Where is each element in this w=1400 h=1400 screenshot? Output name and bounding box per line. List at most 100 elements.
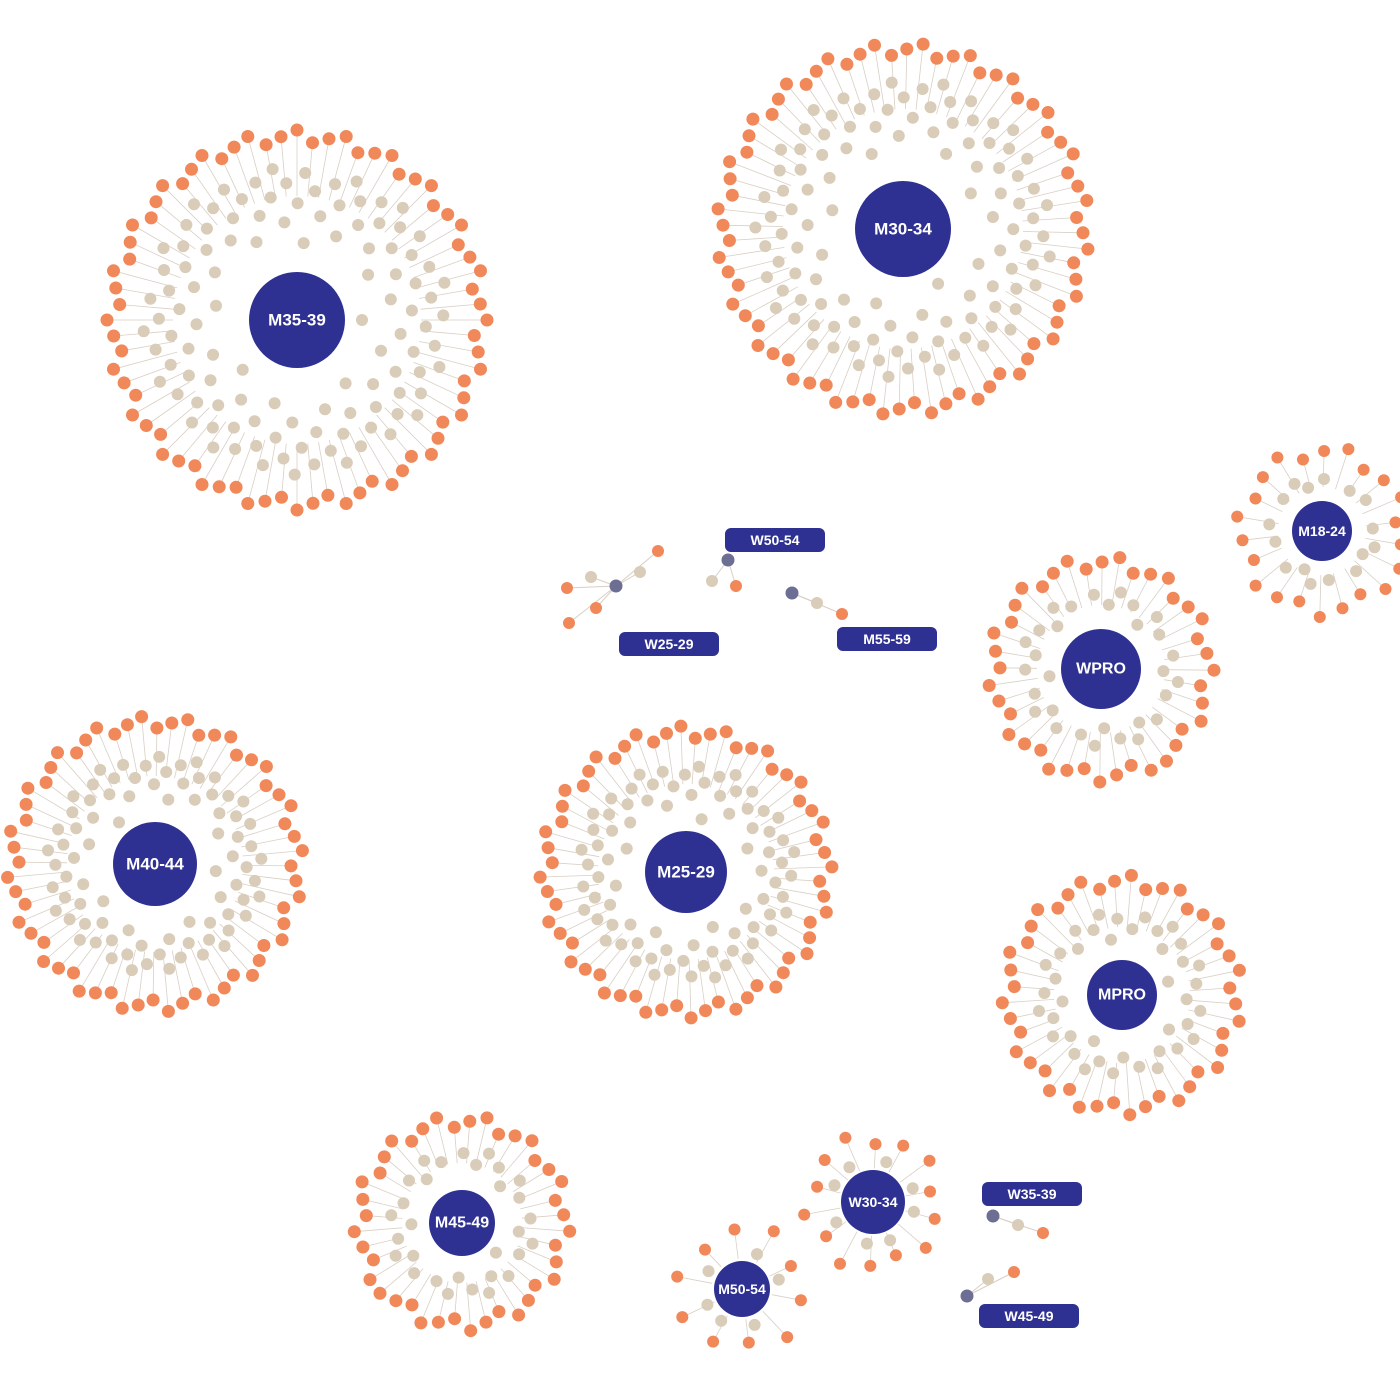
inner-node [785,203,798,216]
inner-node [932,277,945,290]
edge [1181,1027,1222,1051]
outer-node [1236,534,1249,547]
inner-node [663,963,676,976]
inner-node [882,370,895,383]
inner-node [907,1205,920,1218]
inner-node [413,366,426,379]
outer-node [185,162,198,176]
outer-node [1229,997,1243,1011]
edge [362,1199,404,1210]
inner-node [418,1154,431,1167]
outer-node [448,1312,462,1326]
inner-node [208,771,221,784]
outer-node [72,984,86,998]
inner-node [1127,599,1140,612]
edge [475,1117,488,1165]
outer-node [355,1175,369,1189]
inner-node [1007,223,1020,236]
outer-node [1038,1064,1052,1078]
inner-node [685,788,698,801]
outer-node [549,897,563,911]
outer-node [52,961,65,975]
inner-node [212,827,225,840]
outer-node [723,172,737,186]
outer-node [512,1308,526,1322]
inner-node [430,1275,443,1288]
inner-node [384,293,397,306]
inner-node [994,244,1007,257]
outer-node [525,1134,539,1148]
outer-node [1156,882,1169,895]
outer-node [711,202,725,216]
inner-node [667,780,680,793]
outer-node [37,935,51,949]
inner-node [524,1212,537,1225]
inner-node [1194,1004,1207,1017]
outer-node [613,989,627,1003]
outer-node [176,177,190,191]
edge [548,901,604,923]
outer-node [108,727,122,741]
edge [339,152,359,204]
edge [1010,1008,1056,1019]
inner-node [575,843,588,856]
edge [1022,231,1084,234]
edge [977,322,1020,375]
outer-node [1050,315,1064,329]
outer-node [923,1154,936,1167]
edge [989,678,1038,686]
outer-node [869,1138,882,1151]
inner-node [772,811,785,824]
edge [264,442,276,502]
outer-node [104,986,118,1000]
outer-node [246,968,259,982]
outer-node [1166,591,1180,605]
inner-node [227,212,239,225]
outer-node [813,874,827,888]
inner-node [1131,618,1144,631]
outer-node [258,494,272,508]
inner-node [791,241,804,254]
edge [1027,942,1063,963]
inner-node [83,838,96,851]
inner-node [843,1161,856,1174]
inner-node [1050,722,1063,735]
inner-node [629,955,642,968]
inner-node [207,348,219,361]
edge [566,585,617,589]
inner-node [606,824,619,837]
outer-node [492,1305,506,1319]
inner-node [687,939,700,952]
inner-node [1150,713,1163,726]
outer-node [1271,451,1284,464]
outer-node [558,783,572,797]
inner-node [394,327,407,340]
inner-node [425,291,438,304]
inner-node [253,890,266,903]
inner-node [163,962,176,975]
outer-node [385,478,399,491]
inner-node [906,111,919,124]
inner-node [865,148,878,160]
inner-node [74,897,87,910]
inner-node [739,902,752,915]
inner-node [1029,705,1042,718]
inner-node [645,952,658,965]
inner-node [1093,1055,1106,1068]
inner-node [352,219,365,231]
edge [1152,606,1189,633]
outer-node [555,799,569,813]
outer-node [1061,888,1075,902]
outer-node [547,1272,561,1286]
edge [1021,588,1057,624]
edge [1009,951,1059,972]
outer-node [1071,179,1085,193]
outer-node [212,480,226,494]
outer-node [786,372,800,386]
outer-node [1210,937,1224,951]
inner-node [599,934,612,947]
outer-node [215,152,229,166]
inner-node [1171,1042,1184,1055]
outer-node [289,874,303,888]
outer-node [463,250,477,264]
